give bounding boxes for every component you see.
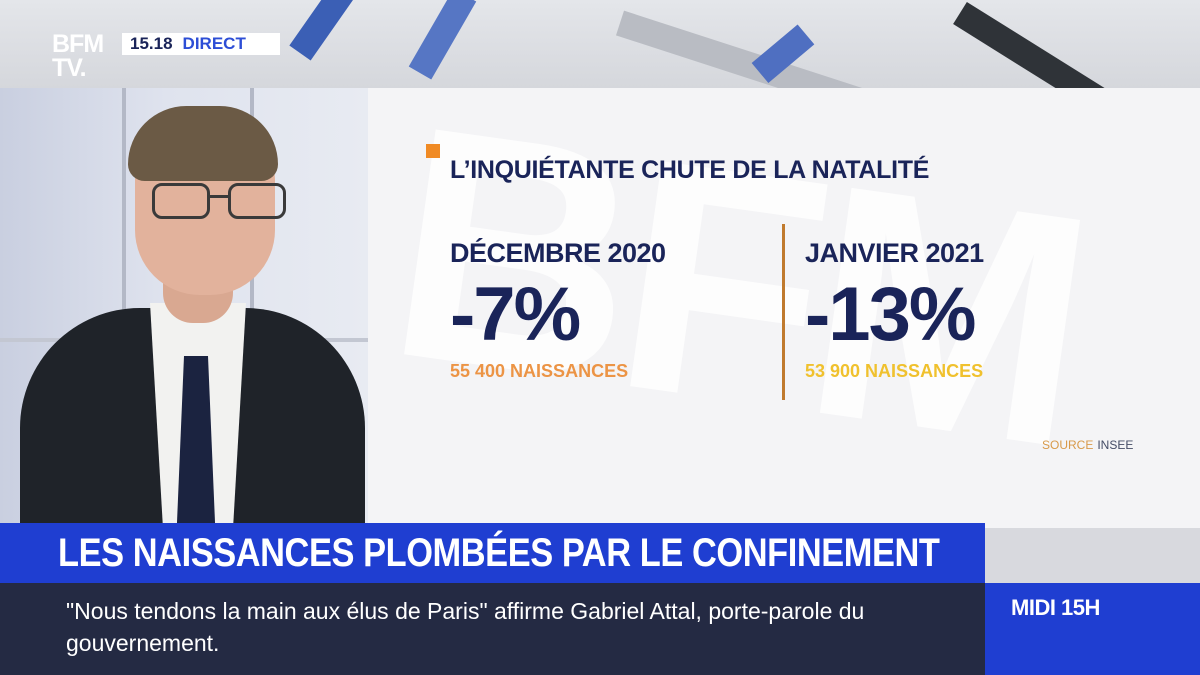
ticker-text: "Nous tendons la main aux élus de Paris"… xyxy=(66,598,865,656)
presenter-tie xyxy=(176,356,216,546)
stat-column-january: JANVIER 2021 -13% 53 900 NAISSANCES xyxy=(805,238,984,382)
source-value: INSEE xyxy=(1097,438,1134,452)
source-label: SOURCE xyxy=(1042,438,1094,452)
source-credit: SOURCE INSEE xyxy=(1042,438,1133,452)
presenter-hair xyxy=(128,106,278,181)
title-square-icon xyxy=(426,144,440,158)
stat-period: JANVIER 2021 xyxy=(805,238,984,268)
stat-period: DÉCEMBRE 2020 xyxy=(450,238,666,268)
clock-time: 15.18 xyxy=(130,34,173,53)
infographic-title: L’INQUIÉTANTE CHUTE DE LA NATALITÉ xyxy=(450,156,930,184)
logo-line-2: TV. xyxy=(52,54,87,82)
bfmtv-logo: BFM TV. xyxy=(52,32,114,84)
show-name: MIDI 15H xyxy=(1011,595,1100,620)
news-ticker: "Nous tendons la main aux élus de Paris"… xyxy=(0,583,985,675)
infographic-panel: BFM L’INQUIÉTANTE CHUTE DE LA NATALITÉ D… xyxy=(368,88,1200,528)
column-divider xyxy=(782,224,785,400)
stat-births: 53 900 NAISSANCES xyxy=(805,361,984,381)
headline-bar: LES NAISSANCES PLOMBÉES PAR LE CONFINEME… xyxy=(0,523,985,583)
stat-births: 55 400 NAISSANCES xyxy=(450,361,629,381)
stat-change: -13% xyxy=(805,272,976,357)
stat-column-december: DÉCEMBRE 2020 -7% 55 400 NAISSANCES xyxy=(450,238,666,382)
presenter-video xyxy=(0,88,368,568)
live-label: DIRECT xyxy=(182,34,246,53)
stat-change: -7% xyxy=(450,272,581,357)
headline-text: LES NAISSANCES PLOMBÉES PAR LE CONFINEME… xyxy=(58,531,940,575)
live-clock-badge: 15.18 DIRECT xyxy=(122,33,280,55)
glasses-icon xyxy=(152,183,292,223)
logo-line-1: BFM xyxy=(52,30,104,58)
show-name-box: MIDI 15H xyxy=(985,583,1200,675)
